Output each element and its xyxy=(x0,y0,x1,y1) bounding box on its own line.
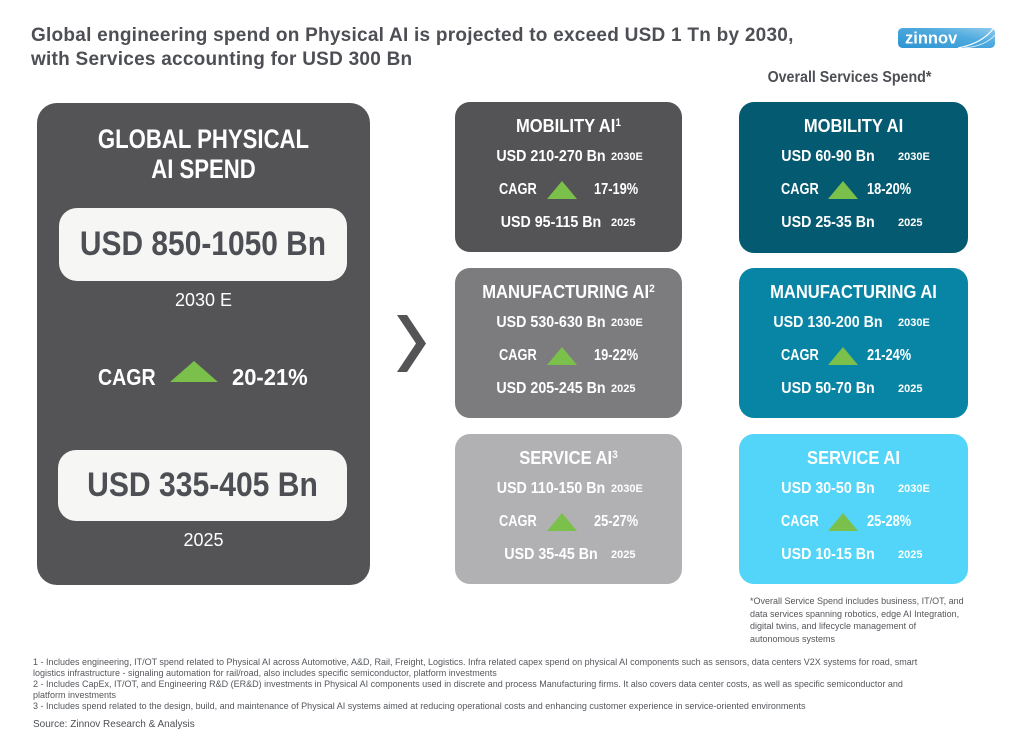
svg-text:zinnov: zinnov xyxy=(905,30,958,48)
